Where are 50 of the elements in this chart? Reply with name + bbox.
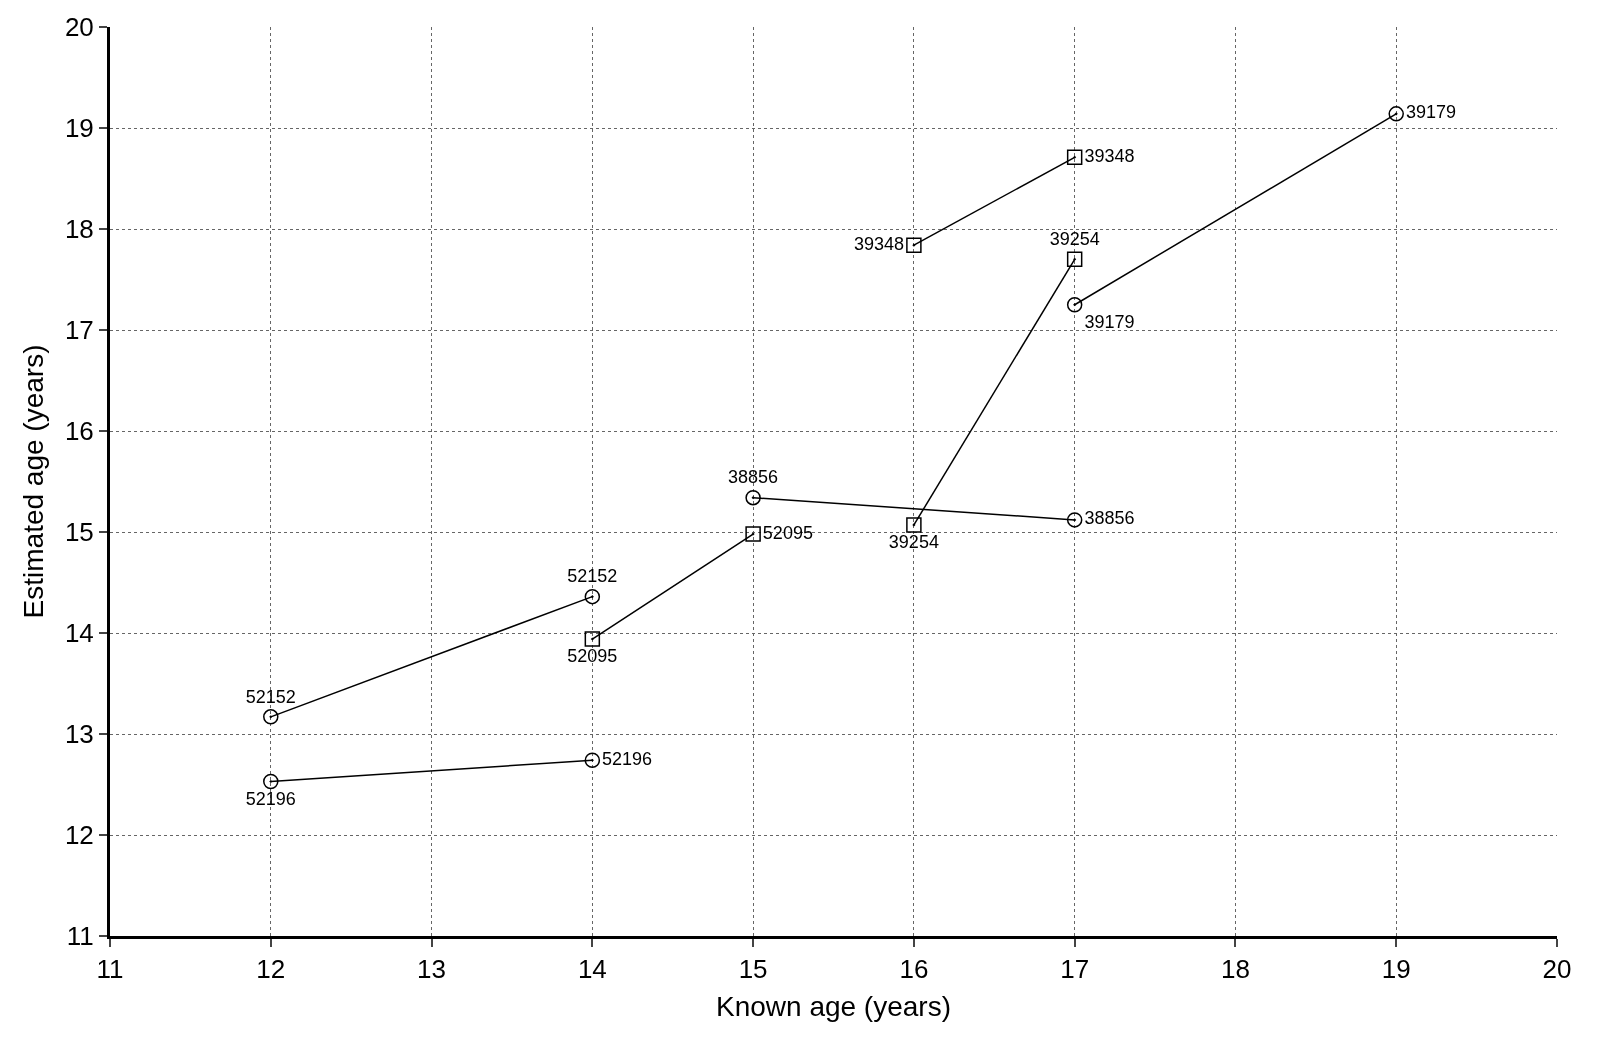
point bbox=[263, 709, 279, 725]
y-tick-label: 11 bbox=[66, 921, 94, 952]
point bbox=[1066, 251, 1083, 268]
y-tick-label: 17 bbox=[64, 315, 94, 346]
series-label: 38856 bbox=[1084, 508, 1135, 529]
text: 52196 bbox=[245, 788, 296, 809]
point bbox=[745, 489, 761, 506]
x-tick-label: 19 bbox=[1381, 954, 1411, 985]
y-tick-label: 15 bbox=[64, 517, 94, 548]
x-tick-label: 12 bbox=[256, 954, 286, 985]
point bbox=[584, 631, 601, 647]
text: 39179 bbox=[1084, 312, 1135, 332]
point bbox=[584, 752, 601, 768]
y-tick-label: 13 bbox=[64, 719, 94, 750]
point bbox=[263, 773, 279, 790]
text: 39348 bbox=[1084, 145, 1135, 166]
series-label: 39254 bbox=[888, 532, 939, 553]
x-tick-label: 16 bbox=[899, 954, 929, 985]
y-axis-title: Estimated age (years) bbox=[17, 344, 49, 619]
x-axis-title: Known age (years) bbox=[715, 991, 952, 1023]
y-tick-label: 14 bbox=[64, 618, 94, 649]
point bbox=[906, 517, 922, 533]
y-tick-label: 20 bbox=[64, 12, 94, 43]
series-label: 52152 bbox=[245, 686, 296, 707]
x-tick-label: 13 bbox=[417, 954, 447, 985]
x-tick-label: 11 bbox=[96, 954, 124, 985]
text: 38856 bbox=[728, 467, 779, 488]
x-tick-label: 17 bbox=[1060, 954, 1090, 985]
point bbox=[584, 588, 601, 605]
y-tick-label: 16 bbox=[64, 416, 94, 447]
series-label: 52196 bbox=[602, 748, 653, 769]
point bbox=[906, 237, 922, 253]
point bbox=[1066, 297, 1083, 313]
series-label: 39179 bbox=[1405, 102, 1457, 123]
x-tick-label: 15 bbox=[738, 954, 768, 985]
point bbox=[1066, 149, 1083, 166]
x-tick-label: 20 bbox=[1542, 954, 1572, 985]
series-label: 52095 bbox=[762, 522, 813, 543]
point bbox=[745, 526, 761, 542]
x-tick-label: 14 bbox=[577, 954, 607, 985]
text: 39254 bbox=[1049, 229, 1100, 250]
series-label: 39348 bbox=[854, 233, 905, 254]
x-tick-label: 18 bbox=[1220, 954, 1250, 985]
text: 52095 bbox=[567, 646, 618, 667]
y-tick-label: 18 bbox=[64, 214, 94, 245]
y-tick-label: 12 bbox=[64, 820, 94, 851]
point bbox=[1388, 106, 1404, 122]
text: 52152 bbox=[567, 566, 618, 587]
y-tick-label: 19 bbox=[64, 113, 94, 144]
point bbox=[1066, 512, 1083, 528]
